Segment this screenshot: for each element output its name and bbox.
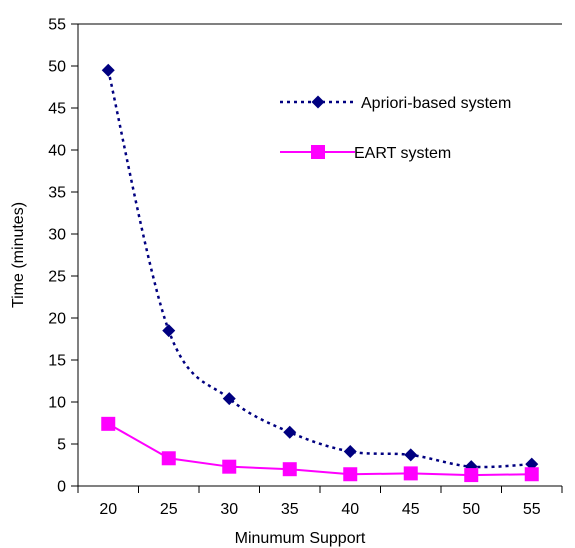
data-point — [162, 324, 176, 338]
series-line — [107, 69, 532, 469]
data-point — [101, 416, 116, 431]
x-axis-label: Minumum Support — [235, 530, 366, 547]
x-tick-label: 30 — [220, 501, 238, 518]
x-ticks: 20 25 30 35 40 45 50 55 — [77, 486, 563, 518]
data-point — [404, 448, 418, 462]
y-ticks: 0 5 10 15 20 25 30 35 40 45 50 55 — [48, 17, 78, 496]
data-point — [101, 63, 115, 77]
series-line — [107, 422, 532, 477]
legend: Apriori-based system EART system — [280, 95, 511, 162]
y-tick-label: 10 — [48, 395, 66, 412]
legend-item: EART system — [280, 145, 451, 162]
legend-marker — [311, 145, 325, 159]
data-point — [403, 466, 418, 481]
y-tick-label: 55 — [48, 17, 66, 34]
series-1 — [101, 63, 539, 474]
data-point — [222, 392, 236, 406]
y-tick-label: 15 — [48, 353, 66, 370]
y-tick-label: 45 — [48, 101, 66, 118]
x-tick-label: 35 — [281, 501, 299, 518]
series-2 — [101, 416, 539, 483]
y-axis-label: Time (minutes) — [10, 202, 27, 308]
data-point — [524, 467, 539, 482]
y-tick-label: 25 — [48, 269, 66, 286]
y-tick-label: 5 — [57, 437, 66, 454]
y-tick-label: 0 — [57, 479, 66, 496]
x-tick-label: 40 — [341, 501, 359, 518]
y-tick-label: 20 — [48, 311, 66, 328]
y-tick-label: 35 — [48, 185, 66, 202]
x-tick-label: 45 — [402, 501, 420, 518]
data-point — [282, 462, 297, 477]
data-point — [464, 468, 479, 483]
axes — [77, 23, 562, 487]
legend-item: Apriori-based system — [280, 95, 511, 112]
y-tick-label: 30 — [48, 227, 66, 244]
x-tick-label: 55 — [523, 501, 541, 518]
data-point — [343, 445, 357, 459]
y-tick-label: 50 — [48, 59, 66, 76]
x-tick-label: 50 — [462, 501, 480, 518]
series-layer — [101, 63, 539, 483]
legend-label: EART system — [354, 145, 451, 162]
data-point — [161, 451, 176, 466]
data-point — [222, 459, 237, 474]
data-point — [343, 467, 358, 482]
data-point — [283, 425, 297, 439]
y-tick-label: 40 — [48, 143, 66, 160]
x-tick-label: 20 — [99, 501, 117, 518]
legend-label: Apriori-based system — [361, 95, 511, 112]
x-tick-label: 25 — [160, 501, 178, 518]
legend-marker — [311, 95, 325, 109]
